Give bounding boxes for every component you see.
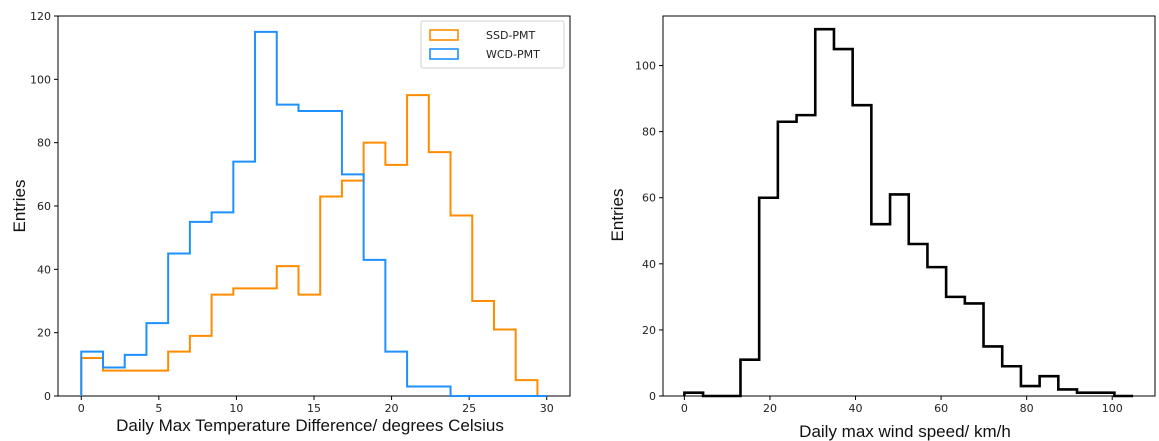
x-tick-label: 80 — [1020, 402, 1034, 415]
y-tick-label: 60 — [37, 200, 51, 213]
x-tick-label: 0 — [681, 402, 688, 415]
histogram-series — [80, 30, 547, 397]
x-tick-label: 25 — [462, 402, 476, 415]
y-tick-label: 100 — [30, 73, 51, 86]
y-tick-label: 20 — [37, 327, 51, 340]
y-tick-label: 20 — [642, 324, 656, 337]
y-axis-title: Entries — [10, 180, 29, 233]
legend-label-ssd-pmt: SSD-PMT — [486, 29, 536, 42]
legend-swatch-wcd-pmt — [429, 48, 459, 60]
legend-box — [420, 20, 565, 69]
x-tick-label: 60 — [934, 402, 948, 415]
x-tick-label: 5 — [155, 402, 162, 415]
x-tick-label: 30 — [540, 402, 554, 415]
y-tick-label: 40 — [642, 258, 656, 271]
y-axis: 0 20 40 60 80 100 120 — [30, 10, 58, 403]
histogram-step-line-ssd-pmt — [80, 94, 547, 397]
x-tick-label: 100 — [1102, 402, 1123, 415]
x-axis-title: Daily Max Temperature Difference/ degree… — [116, 416, 504, 435]
x-tick-label: 20 — [385, 402, 399, 415]
legend-label-wcd-pmt: WCD-PMT — [486, 48, 540, 61]
y-axis: 0 20 40 60 80 100 — [635, 60, 663, 403]
x-axis-title: Daily max wind speed/ km/h — [799, 422, 1011, 441]
x-axis: 0 5 10 15 20 25 30 — [78, 396, 554, 415]
histogram-step-line-wcd-pmt — [80, 30, 547, 397]
plot-frame — [57, 15, 571, 397]
y-tick-label: 80 — [642, 126, 656, 139]
x-tick-label: 40 — [849, 402, 863, 415]
x-tick-label: 15 — [307, 402, 321, 415]
legend-swatch-ssd-pmt — [429, 29, 459, 41]
y-tick-label: 0 — [649, 390, 656, 403]
histogram-step-line-series-0 — [683, 27, 1134, 398]
y-tick-label: 100 — [635, 60, 656, 73]
y-tick-label: 120 — [30, 10, 51, 23]
y-tick-label: 40 — [37, 263, 51, 276]
y-tick-label: 60 — [642, 192, 656, 205]
y-axis-title: Entries — [608, 189, 627, 242]
x-axis: 0 20 40 60 80 100 — [681, 396, 1123, 415]
histogram-series — [683, 27, 1134, 398]
x-tick-label: 20 — [763, 402, 777, 415]
x-tick-label: 10 — [229, 402, 243, 415]
wind-speed-histogram: 0 20 40 60 80 100 0 20 40 60 80 100 Entries Daily … — [608, 15, 1156, 441]
plot-frame — [662, 15, 1156, 397]
y-tick-label: 0 — [44, 390, 51, 403]
temperature-difference-histogram: 0 20 40 60 80 100 120 0 5 10 15 20 25 30 Entries Dai… — [10, 10, 571, 435]
legend: SSD-PMT WCD-PMT — [420, 20, 565, 69]
x-tick-label: 0 — [78, 402, 85, 415]
y-tick-label: 80 — [37, 137, 51, 150]
